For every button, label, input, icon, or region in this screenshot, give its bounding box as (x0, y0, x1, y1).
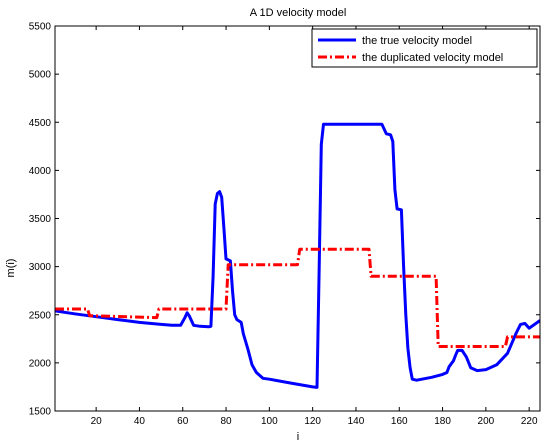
x-tick-label: 120 (304, 416, 321, 427)
x-tick-label: 200 (478, 416, 495, 427)
x-tick-label: 160 (391, 416, 408, 427)
x-axis-label: i (297, 431, 299, 443)
y-tick-label: 5500 (29, 22, 52, 33)
series-line-duplicated-model (55, 247, 540, 348)
legend-label-true: the true velocity model (362, 35, 472, 47)
y-tick-label: 2000 (29, 358, 52, 369)
y-tick-label: 3000 (29, 262, 52, 273)
series-line-true-model (55, 122, 540, 389)
y-tick-label: 4000 (29, 166, 52, 177)
x-tick-label: 80 (220, 416, 232, 427)
y-tick-label: 1500 (29, 407, 52, 418)
y-axis-label: m(i) (5, 259, 17, 278)
y-tick-label: 4500 (29, 118, 52, 129)
x-tick-label: 20 (91, 416, 103, 427)
legend: the true velocity model the duplicated v… (311, 28, 538, 68)
x-tick-label: 40 (134, 416, 146, 427)
legend-label-duplicated: the duplicated velocity model (362, 52, 503, 64)
x-tick-label: 180 (434, 416, 451, 427)
axes: 20 40 60 80 100 120 140 160 180 200 220 1500 2000 250… (29, 22, 541, 427)
y-tick-label: 3500 (29, 214, 52, 225)
axes-frame (54, 25, 541, 412)
x-tick-label: 60 (177, 416, 189, 427)
chart-title: A 1D velocity model (250, 7, 347, 19)
plot-area (55, 122, 540, 389)
x-tick-label: 140 (348, 416, 365, 427)
y-tick-label: 5000 (29, 70, 52, 81)
x-tick-label: 100 (261, 416, 278, 427)
legend-box (311, 28, 538, 68)
x-tick-label: 220 (521, 416, 538, 427)
y-tick-label: 2500 (29, 310, 52, 321)
